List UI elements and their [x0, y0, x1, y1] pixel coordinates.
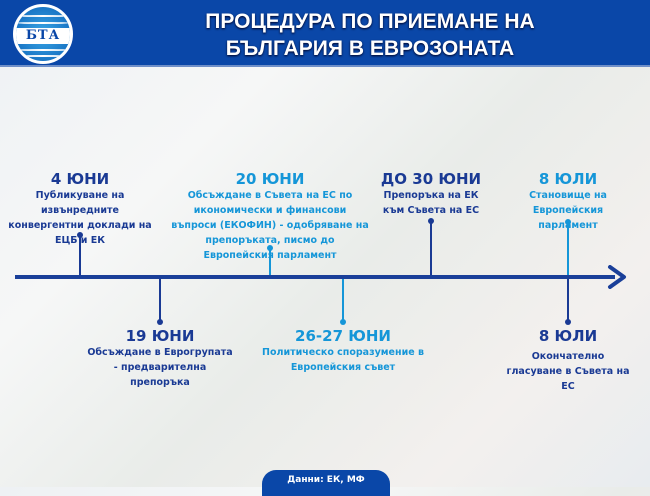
timeline-tick — [428, 218, 434, 275]
page-title: ПРОЦЕДУРА ПО ПРИЕМАНЕ НА БЪЛГАРИЯ В ЕВРО… — [100, 8, 640, 62]
timeline-tick — [267, 245, 273, 275]
event-date: ДО 30 ЮНИ — [380, 170, 482, 188]
title-line-1: ПРОЦЕДУРА ПО ПРИЕМАНЕ НА — [205, 10, 535, 33]
timeline-axis — [15, 275, 615, 279]
event-text: Политическо споразумение в Европейския с… — [262, 347, 424, 373]
timeline-tick — [565, 219, 571, 275]
event-date: 26-27 ЮНИ — [295, 327, 391, 345]
timeline-tick — [157, 279, 163, 325]
event-date: 19 ЮНИ — [125, 327, 195, 345]
source-label: Данни: ЕК, МФ — [262, 470, 390, 496]
timeline-tick — [565, 279, 571, 325]
event-8-july-council: 8 ЮЛИ Окончателно гласуване в Съвета на … — [503, 327, 633, 394]
event-30-june: ДО 30 ЮНИ Препоръка на ЕК към Съвета на … — [376, 170, 486, 218]
title-line-2: БЪЛГАРИЯ В ЕВРОЗОНАТА — [225, 37, 515, 60]
event-date: 4 ЮНИ — [50, 170, 110, 188]
header: БТА ПРОЦЕДУРА ПО ПРИЕМАНЕ НА БЪЛГАРИЯ В … — [0, 0, 650, 67]
event-date: 8 ЮЛИ — [538, 170, 598, 188]
arrow-right-icon — [608, 265, 626, 289]
event-text: Обсъждане в Еврогрупата - предварителна … — [87, 347, 233, 388]
logo-text: БТА — [16, 28, 70, 44]
bta-logo: БТА — [13, 4, 73, 64]
event-date: 20 ЮНИ — [235, 170, 305, 188]
event-text: Препоръка на ЕК към Съвета на ЕС — [382, 190, 480, 216]
event-text: Окончателно гласуване в Съвета на ЕС — [506, 351, 630, 392]
event-date: 8 ЮЛИ — [538, 327, 598, 345]
event-26-27-june: 26-27 ЮНИ Политическо споразумение в Евр… — [258, 327, 428, 375]
event-19-june: 19 ЮНИ Обсъждане в Еврогрупата - предвар… — [85, 327, 235, 390]
timeline-tick — [340, 279, 346, 325]
timeline-tick — [77, 232, 83, 275]
